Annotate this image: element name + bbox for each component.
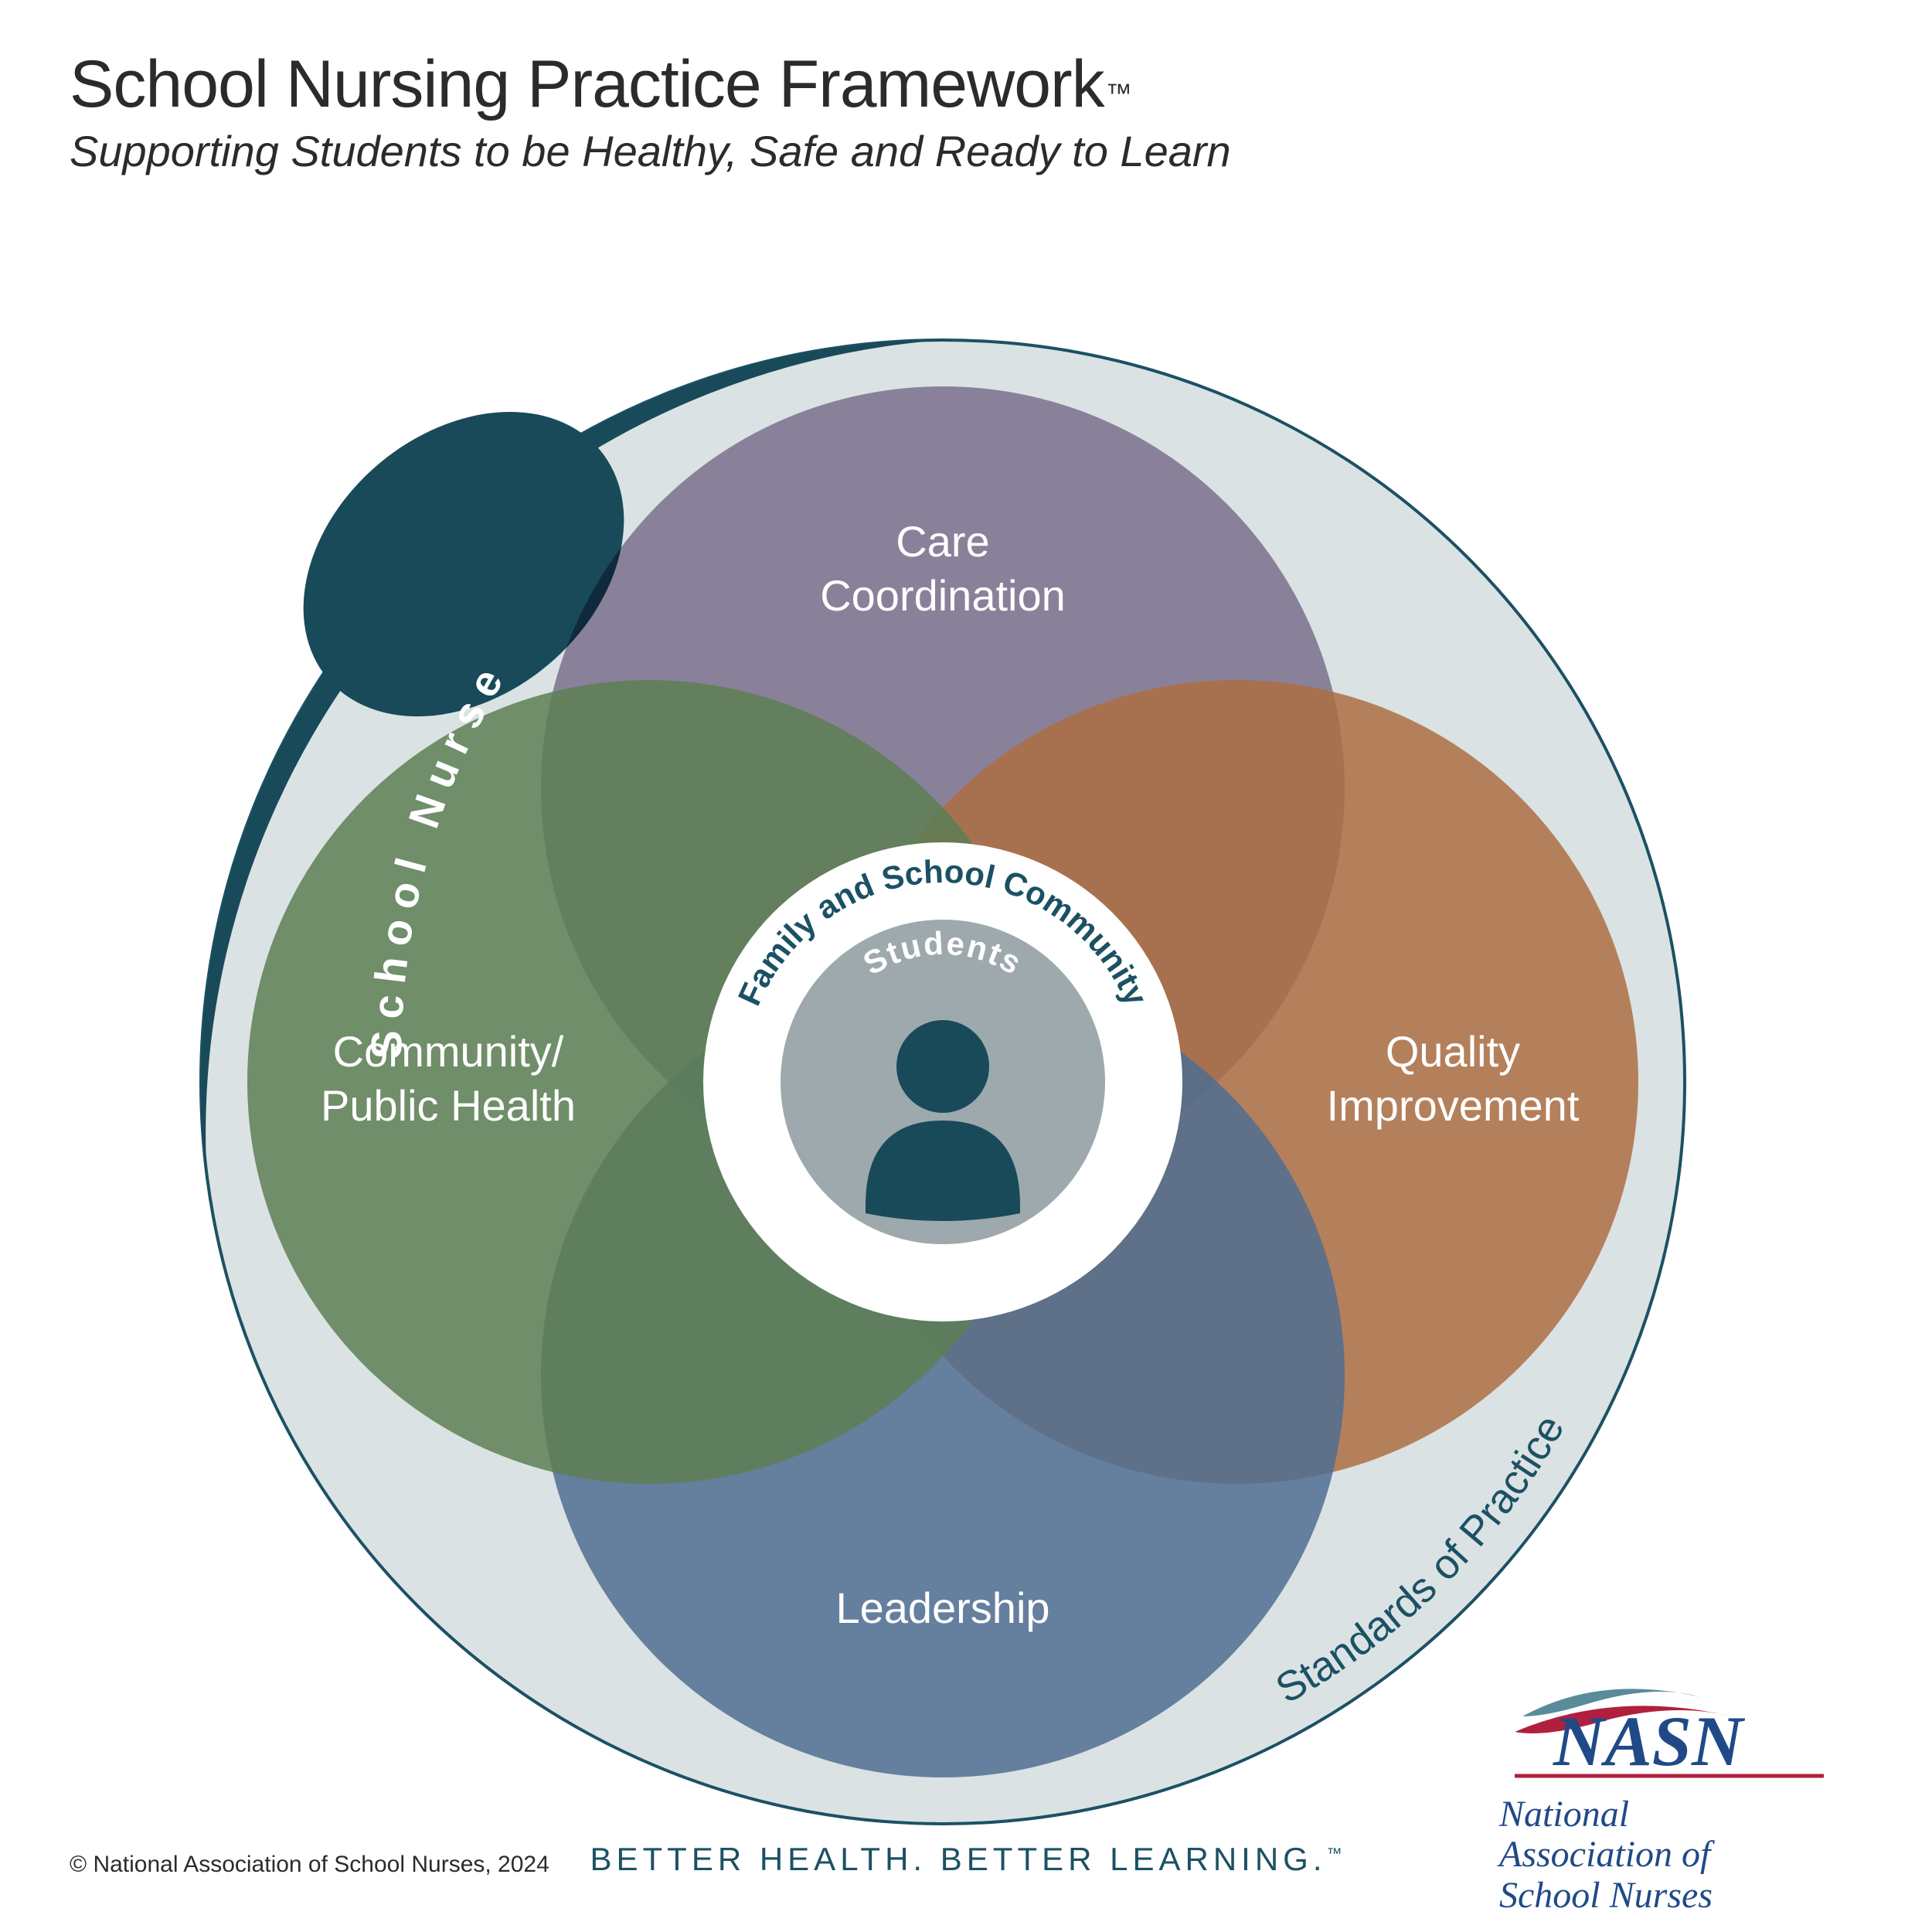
title-main: School Nursing Practice Framework [70,47,1104,121]
title-block: School Nursing Practice Framework™ Suppo… [70,46,1231,176]
logo-org-name: National Association of School Nurses [1499,1794,1870,1917]
petal-care-label-1: Care [896,517,989,566]
petal-community-label-2: Public Health [321,1081,576,1130]
framework-diagram: Care Coordination Quality Improvement Le… [139,278,1747,1886]
petal-leadership-label: Leadership [835,1583,1049,1632]
title-tm: ™ [1106,79,1131,108]
page-title: School Nursing Practice Framework™ [70,46,1231,123]
logo-org-line-3: School Nurses [1499,1876,1870,1917]
tagline-text: BETTER HEALTH. BETTER LEARNING. [590,1841,1326,1877]
page-subtitle: Supporting Students to be Healthy, Safe … [70,126,1231,176]
logo-org-line-2: Association of [1499,1835,1870,1876]
petal-quality-label-2: Improvement [1327,1081,1580,1130]
petal-care-label-2: Coordination [820,571,1066,620]
logo-acronym: NASN [1553,1702,1746,1781]
petal-quality-label-1: Quality [1386,1027,1520,1076]
nasn-logo: NASN National Association of School Nurs… [1499,1674,1870,1917]
logo-org-line-1: National [1499,1794,1870,1835]
tagline-tm: ™ [1327,1845,1342,1862]
